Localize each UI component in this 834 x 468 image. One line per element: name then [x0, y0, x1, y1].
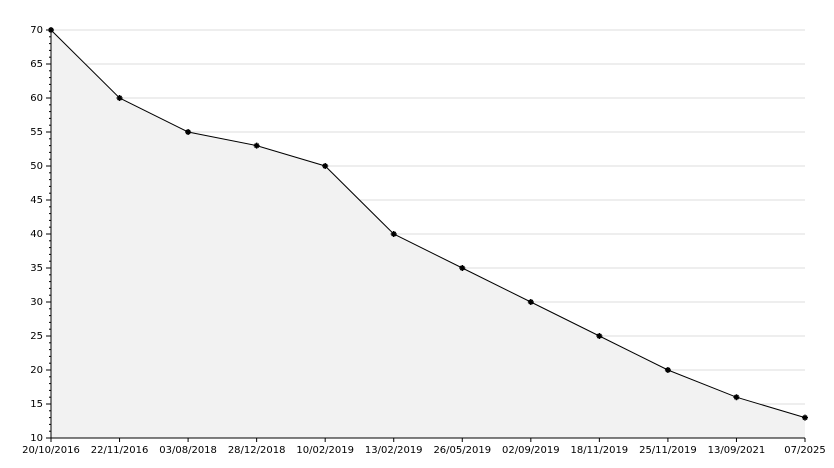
y-tick-label: 50	[30, 161, 43, 172]
marker	[733, 394, 740, 401]
marker	[664, 367, 671, 373]
point	[390, 231, 397, 237]
point	[322, 163, 329, 169]
y-tick-label: 20	[30, 365, 43, 376]
point	[802, 414, 808, 421]
y-tick-label: 25	[30, 331, 43, 342]
marker	[596, 333, 603, 339]
point	[733, 394, 740, 401]
y-tick-label: 45	[30, 195, 43, 206]
point	[459, 265, 466, 271]
y-tick-label: 55	[30, 127, 43, 138]
x-tick-label: 13/09/2021	[708, 445, 766, 456]
x-tick-label: 22/11/2016	[91, 445, 149, 456]
marker	[116, 95, 123, 101]
point	[664, 367, 671, 373]
point	[253, 142, 260, 149]
point	[185, 129, 192, 135]
marker	[802, 414, 808, 421]
x-tick-label: 26/05/2019	[433, 445, 491, 456]
line	[50, 29, 806, 419]
marker	[459, 265, 466, 271]
y-tick-label: 30	[30, 297, 43, 308]
point	[596, 333, 603, 339]
y-tick-label: 10	[30, 433, 43, 444]
x-tick-label: 20/10/2016	[22, 445, 80, 456]
x-tick-label: 03/08/2018	[159, 445, 217, 456]
y-tick-label: 65	[30, 59, 43, 70]
point	[527, 299, 534, 305]
y-tick-label: 70	[30, 25, 43, 36]
x-tick-label: 02/09/2019	[502, 445, 560, 456]
marker	[185, 129, 192, 135]
y-tick-label: 35	[30, 263, 43, 274]
y-tick-label: 60	[30, 93, 43, 104]
marker	[322, 163, 329, 169]
x-tick-label: 18/11/2019	[571, 445, 629, 456]
x-tick-label: 10/02/2019	[296, 445, 354, 456]
marker	[527, 299, 534, 305]
marker	[390, 231, 397, 237]
x-tick-label: 25/11/2019	[639, 445, 697, 456]
marker	[253, 142, 260, 149]
point	[116, 95, 123, 101]
y-tick-label: 15	[30, 399, 43, 410]
x-tick-label: 28/12/2018	[228, 445, 286, 456]
x-tick-label: 07/2025	[784, 445, 826, 456]
x-tick-label: 13/02/2019	[365, 445, 423, 456]
area	[51, 30, 805, 438]
y-tick-label: 40	[30, 229, 43, 240]
